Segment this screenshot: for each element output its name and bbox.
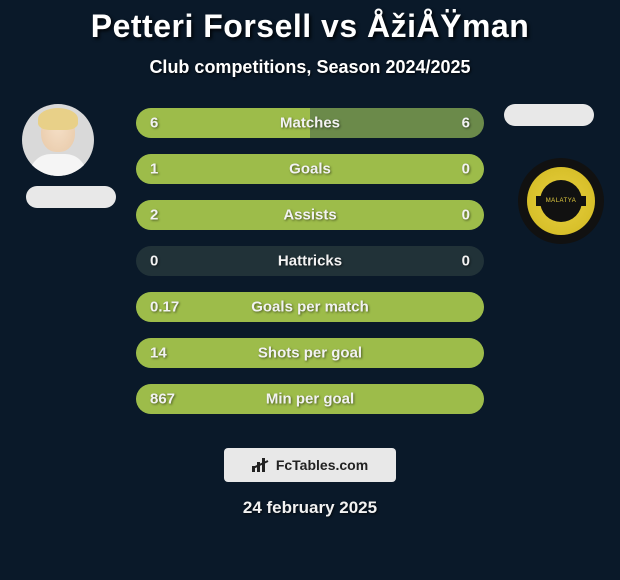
stat-bar: 0.17 Goals per match [136, 292, 484, 322]
stat-label: Shots per goal [258, 345, 362, 362]
fctables-label: FcTables.com [276, 457, 368, 473]
stat-value-right: 0 [462, 207, 470, 224]
stat-bar: 14 Shots per goal [136, 338, 484, 368]
stat-value-left: 0 [150, 253, 158, 270]
stat-value-left: 1 [150, 161, 158, 178]
stat-bar: 0 Hattricks 0 [136, 246, 484, 276]
stat-label: Goals per match [251, 299, 369, 316]
stat-value-left: 6 [150, 115, 158, 132]
stat-label: Hattricks [278, 253, 342, 270]
comparison-card: Petteri Forsell vs ÅžiÅŸman Club competi… [0, 0, 620, 580]
stat-value-left: 14 [150, 345, 167, 362]
player-right-name-pill [504, 104, 594, 126]
stat-value-left: 0.17 [150, 299, 179, 316]
player-right-club-logo: MALATYA [518, 158, 604, 244]
stat-value-right: 0 [462, 253, 470, 270]
page-title: Petteri Forsell vs ÅžiÅŸman [91, 8, 530, 45]
date-label: 24 february 2025 [243, 498, 377, 518]
stat-bar: 2 Assists 0 [136, 200, 484, 230]
stat-label: Min per goal [266, 391, 354, 408]
stat-value-right: 6 [462, 115, 470, 132]
stat-value-left: 867 [150, 391, 175, 408]
stat-value-right: 0 [462, 161, 470, 178]
player-left-avatar [22, 104, 94, 176]
stat-label: Goals [289, 161, 331, 178]
stat-label: Matches [280, 115, 340, 132]
chart-icon [252, 458, 270, 472]
subtitle: Club competitions, Season 2024/2025 [149, 57, 470, 78]
stat-bar: 1 Goals 0 [136, 154, 484, 184]
stat-bar: 867 Min per goal [136, 384, 484, 414]
club-logo-text: MALATYA [536, 196, 586, 206]
stats-section: MALATYA 6 Matches 6 1 Goals 0 2 Assists 0 0 Hattri… [0, 108, 620, 430]
player-left-name-pill [26, 186, 116, 208]
stat-bar: 6 Matches 6 [136, 108, 484, 138]
stat-label: Assists [283, 207, 336, 224]
fctables-badge[interactable]: FcTables.com [224, 448, 396, 482]
stat-value-left: 2 [150, 207, 158, 224]
